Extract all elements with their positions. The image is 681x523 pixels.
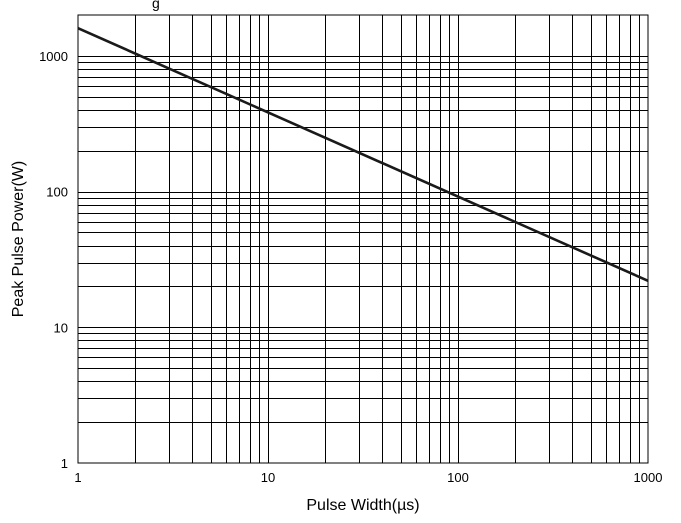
major-grid: [78, 15, 648, 463]
plot-area-frame: [77, 14, 649, 464]
x-axis-title: Pulse Width(µs): [306, 497, 419, 514]
y-tick-label: 10: [54, 320, 68, 335]
x-tick-label: 1000: [634, 470, 663, 485]
series-layer: [77, 27, 649, 282]
x-tick-label: 1: [74, 470, 81, 485]
y-tick-label: 1000: [39, 49, 68, 64]
y-axis-title: Peak Pulse Power(W): [10, 161, 27, 318]
minor-grid: [78, 15, 648, 463]
y-tick-labels: 1 10 100 1000: [39, 49, 68, 471]
chart-title-fragment: g: [152, 0, 160, 11]
y-tick-label: 1: [61, 456, 68, 471]
x-tick-label: 100: [447, 470, 469, 485]
x-tick-labels: 1 10 100 1000: [74, 470, 662, 485]
x-tick-label: 10: [261, 470, 275, 485]
y-tick-label: 100: [46, 185, 68, 200]
series-line-1: [77, 27, 649, 282]
